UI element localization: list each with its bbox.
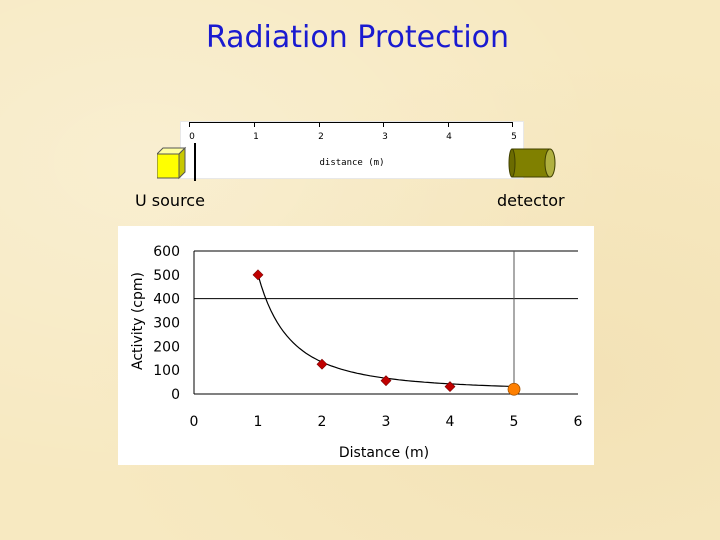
y-axis-title: Activity (cpm) — [130, 272, 146, 370]
y-tick-label: 100 — [153, 363, 180, 379]
data-point — [380, 375, 392, 387]
x-tick-label: 1 — [254, 414, 263, 430]
curve-layer — [257, 274, 515, 388]
ruler-tick-label: 2 — [318, 132, 324, 142]
ruler-tick-label: 4 — [446, 132, 452, 142]
data-point — [316, 358, 328, 370]
source-cube-icon — [157, 146, 187, 180]
x-tick-label: 5 — [510, 414, 519, 430]
y-tick-label: 400 — [153, 292, 180, 308]
ruler-tick-label: 5 — [511, 132, 517, 142]
source-marker-line — [194, 143, 196, 181]
x-tick-label: 4 — [446, 414, 455, 430]
distance-ruler: 0 1 2 3 4 5 distance (m) — [180, 121, 524, 179]
x-tick-label: 6 — [574, 414, 583, 430]
ruler-tick — [189, 122, 190, 127]
ruler-tick — [318, 122, 320, 127]
activity-chart: 0 100 200 300 400 500 600 0 1 2 3 4 5 6 Distance (m) … — [118, 226, 594, 465]
x-tick-label: 2 — [318, 414, 327, 430]
ruler-tick-label: 0 — [189, 132, 195, 142]
detector-data-point — [507, 382, 521, 396]
ruler-tick — [448, 122, 450, 127]
marks-layer — [252, 269, 521, 396]
ruler-title: distance (m) — [319, 158, 385, 168]
y-tick-label: 200 — [153, 339, 180, 355]
x-tick-label: 3 — [382, 414, 391, 430]
y-tick-label: 600 — [153, 244, 180, 260]
ruler-tick — [253, 122, 255, 127]
ruler-axis-line — [189, 122, 513, 123]
ruler-tick — [512, 122, 513, 127]
ruler-tick — [383, 122, 385, 127]
x-tick-label: 0 — [190, 414, 199, 430]
tick-layer: 0 100 200 300 400 500 600 0 1 2 3 4 5 6 — [153, 244, 582, 430]
y-tick-label: 300 — [153, 316, 180, 332]
x-axis-title: Distance (m) — [339, 445, 429, 461]
fitted-curve — [257, 274, 515, 388]
detector-cylinder-icon — [508, 148, 556, 178]
data-point — [252, 269, 264, 281]
y-tick-label: 0 — [171, 387, 180, 403]
ruler-tick-label: 1 — [253, 132, 259, 142]
grid-layer — [193, 250, 578, 395]
slide-title: Radiation Protection — [205, 20, 510, 55]
detector-label: detector — [497, 191, 565, 210]
ruler-tick-label: 3 — [382, 132, 388, 142]
data-point — [444, 381, 456, 393]
y-tick-label: 500 — [153, 268, 180, 284]
source-label: U source — [135, 191, 205, 210]
